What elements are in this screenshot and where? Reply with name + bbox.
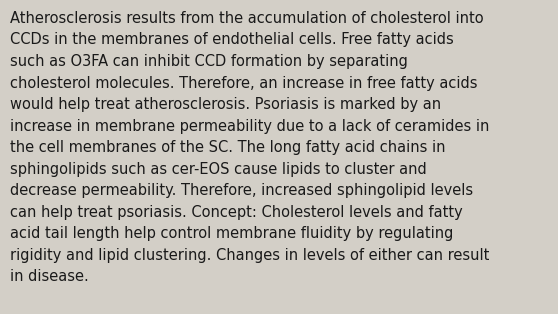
Text: sphingolipids such as cer-EOS cause lipids to cluster and: sphingolipids such as cer-EOS cause lipi… xyxy=(10,162,427,176)
Text: decrease permeability. Therefore, increased sphingolipid levels: decrease permeability. Therefore, increa… xyxy=(10,183,473,198)
Text: the cell membranes of the SC. The long fatty acid chains in: the cell membranes of the SC. The long f… xyxy=(10,140,445,155)
Text: cholesterol molecules. Therefore, an increase in free fatty acids: cholesterol molecules. Therefore, an inc… xyxy=(10,76,478,90)
Text: CCDs in the membranes of endothelial cells. Free fatty acids: CCDs in the membranes of endothelial cel… xyxy=(10,33,454,47)
Text: acid tail length help control membrane fluidity by regulating: acid tail length help control membrane f… xyxy=(10,226,454,241)
Text: Atherosclerosis results from the accumulation of cholesterol into: Atherosclerosis results from the accumul… xyxy=(10,11,484,26)
Text: would help treat atherosclerosis. Psoriasis is marked by an: would help treat atherosclerosis. Psoria… xyxy=(10,97,441,112)
Text: can help treat psoriasis. Concept: Cholesterol levels and fatty: can help treat psoriasis. Concept: Chole… xyxy=(10,205,463,219)
Text: increase in membrane permeability due to a lack of ceramides in: increase in membrane permeability due to… xyxy=(10,119,489,133)
Text: rigidity and lipid clustering. Changes in levels of either can result: rigidity and lipid clustering. Changes i… xyxy=(10,248,489,263)
Text: such as O3FA can inhibit CCD formation by separating: such as O3FA can inhibit CCD formation b… xyxy=(10,54,408,69)
Text: in disease.: in disease. xyxy=(10,269,89,284)
